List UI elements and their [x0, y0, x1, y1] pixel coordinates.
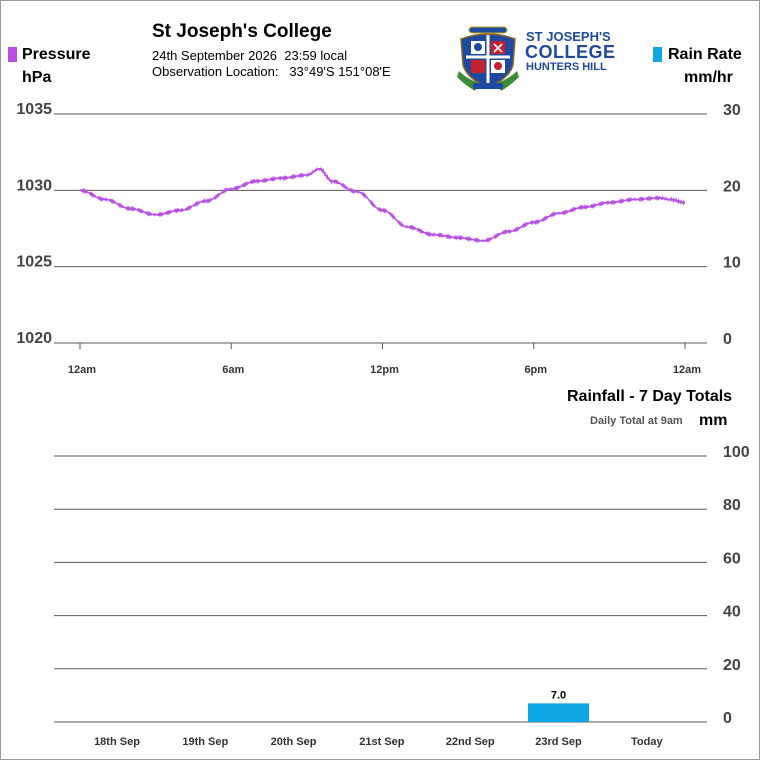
rain-rate-legend-label: Rain Rate [668, 46, 742, 63]
rain-rate-unit: mm/hr [684, 69, 733, 86]
logo-line3: HUNTERS HILL [526, 61, 607, 73]
rain-rate-y-tick-label: 10 [723, 255, 741, 272]
pressure-x-tick-label: 12am [68, 364, 96, 376]
pressure-legend-label: Pressure [22, 46, 91, 63]
rainfall-x-tick-label: 22nd Sep [446, 736, 495, 748]
rainfall-title: Rainfall - 7 Day Totals [567, 388, 733, 405]
pressure-x-tick-label: 12pm [370, 364, 399, 376]
rainfall-subtitle: Daily Total at 9am [590, 415, 683, 427]
pressure-x-tick-label: 6pm [524, 364, 547, 376]
location-label: Observation Location: [152, 64, 279, 79]
rain-rate-y-tick-label: 0 [723, 331, 732, 348]
observation-location: Observation Location: 33°49'S 151°08'E [152, 64, 391, 79]
rainfall-x-tick-label: 18th Sep [94, 736, 140, 748]
rainfall-bar [528, 703, 589, 722]
rainfall-x-tick-label: 21st Sep [359, 736, 405, 748]
pressure-y-tick-label: 1025 [16, 254, 52, 271]
rainfall-y-tick-label: 20 [723, 657, 741, 674]
school-logo: ST JOSEPH'S COLLEGE HUNTERS HILL [457, 21, 617, 93]
rainfall-x-tick-label: 23rd Sep [535, 736, 582, 748]
pressure-unit: hPa [22, 69, 52, 86]
logo-line2: COLLEGE [525, 42, 616, 62]
observation-datetime: 24th September 2026 23:59 local [152, 48, 348, 63]
station-title: St Joseph's College [152, 21, 332, 42]
pressure-y-tick-label: 1020 [16, 330, 52, 347]
pressure-swatch [8, 47, 17, 62]
rainfall-y-tick-label: 100 [723, 444, 750, 461]
rain-rate-y-tick-label: 20 [723, 178, 741, 195]
school-crest-icon [457, 26, 519, 91]
pressure-y-tick-label: 1030 [16, 177, 52, 194]
rain-rate-swatch [653, 47, 662, 62]
location-coords: 33°49'S 151°08'E [289, 64, 391, 79]
pressure-x-tick-label: 12am [673, 364, 701, 376]
pressure-series-line [79, 166, 686, 244]
rainfall-chart: 100 80 60 40 20 0 18th Sep 19th Sep 20th Sep 21st… [54, 444, 750, 748]
pressure-chart: 1035 1030 1025 1020 30 20 10 0 12am 6am 12pm 6pm 12a… [16, 101, 740, 376]
pressure-y-tick-label: 1035 [16, 101, 52, 118]
logo-line1: ST JOSEPH'S [526, 29, 611, 44]
rainfall-x-tick-label: 19th Sep [182, 736, 228, 748]
pressure-x-tick-label: 6am [222, 364, 244, 376]
rainfall-bar-label: 7.0 [551, 689, 566, 701]
rainfall-y-tick-label: 80 [723, 497, 741, 514]
rainfall-y-tick-label: 60 [723, 550, 741, 567]
rainfall-y-tick-label: 0 [723, 710, 732, 727]
rainfall-y-tick-label: 40 [723, 604, 741, 621]
rainfall-x-tick-label: Today [631, 736, 663, 748]
rainfall-x-tick-label: 20th Sep [271, 736, 317, 748]
rainfall-unit: mm [699, 412, 728, 429]
rain-rate-y-tick-label: 30 [723, 102, 741, 119]
